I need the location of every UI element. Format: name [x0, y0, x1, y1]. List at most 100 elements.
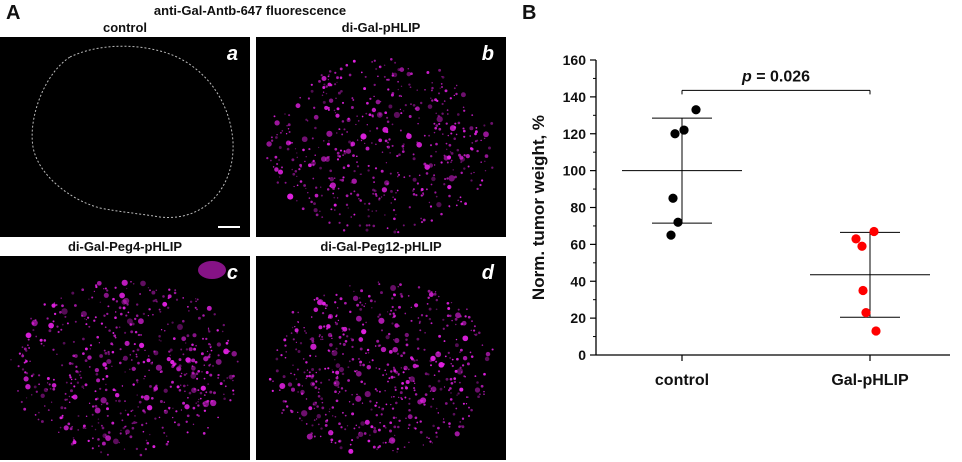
fluorescence-spot — [25, 384, 31, 390]
fluorescence-spot — [446, 113, 449, 115]
fluorescence-spot — [311, 374, 315, 378]
fluorescence-spot — [400, 112, 403, 115]
fluorescence-spot — [471, 114, 474, 116]
fluorescence-spot — [80, 376, 83, 379]
fluorescence-spot — [301, 419, 303, 422]
fluorescence-spot — [205, 391, 208, 394]
fluorescence-spot — [132, 283, 135, 285]
fluorescence-spot — [463, 154, 466, 157]
fluorescence-spot — [374, 167, 378, 170]
fluorescence-spot — [227, 339, 230, 342]
fluorescence-spot — [393, 111, 400, 118]
fluorescence-spot — [462, 355, 468, 361]
fluorescence-spot — [324, 367, 327, 370]
fluorescence-spot — [172, 337, 176, 340]
fluorescence-spot — [70, 382, 73, 385]
fluorescence-spot — [389, 429, 392, 433]
fluorescence-spot — [378, 112, 382, 116]
fluorescence-spot — [43, 345, 45, 347]
fluorescence-spot — [390, 58, 393, 61]
fluorescence-spot — [286, 147, 290, 151]
fluorescence-spot — [223, 393, 225, 395]
fluorescence-spot — [287, 382, 293, 387]
fluorescence-spot — [52, 378, 55, 381]
fluorescence-spot — [197, 369, 201, 373]
fluorescence-spot — [107, 305, 110, 308]
fluorescence-spot — [347, 207, 349, 209]
fluorescence-spot — [339, 179, 342, 181]
fluorescence-spot — [455, 133, 458, 136]
fluorescence-spot — [279, 131, 282, 134]
fluorescence-spot — [375, 67, 378, 71]
fluorescence-spot — [384, 180, 390, 186]
fluorescence-spot — [305, 398, 308, 400]
fluorescence-spot — [454, 175, 457, 179]
fluorescence-spot — [100, 424, 103, 427]
fluorescence-spot — [435, 351, 442, 358]
fluorescence-spot — [195, 298, 197, 300]
fluorescence-spot — [73, 385, 76, 388]
fluorescence-spot — [400, 295, 404, 298]
fluorescence-spot — [412, 193, 416, 196]
fluorescence-spot — [463, 375, 466, 378]
fluorescence-spot — [312, 177, 315, 180]
fluorescence-spot — [402, 110, 405, 112]
p-value-annotation: p = 0.026 — [741, 68, 810, 85]
fluorescence-spot — [47, 409, 50, 412]
fluorescence-spot — [71, 425, 74, 428]
fluorescence-spot — [74, 304, 77, 307]
fluorescence-spot — [225, 341, 229, 345]
fluorescence-spot — [147, 287, 150, 289]
fluorescence-spot — [427, 296, 430, 300]
fluorescence-spot — [431, 442, 434, 444]
fluorescence-spot — [70, 389, 73, 393]
x-tick-label: control — [655, 372, 709, 389]
data-point — [670, 129, 680, 139]
fluorescence-spot — [122, 426, 125, 430]
fluorescence-spot — [375, 210, 378, 212]
fluorescence-spot — [129, 435, 133, 439]
fluorescence-spot — [433, 292, 437, 296]
fluorescence-spot — [191, 358, 196, 363]
fluorescence-spot — [449, 97, 452, 100]
fluorescence-spot — [213, 391, 216, 395]
fluorescence-spot — [400, 95, 402, 97]
fluorescence-spot — [398, 396, 400, 399]
fluorescence-spot — [428, 384, 432, 388]
fluorescence-spot — [167, 440, 170, 443]
fluorescence-spot — [408, 441, 410, 444]
fluorescence-spot — [398, 419, 401, 423]
fluorescence-spot — [465, 153, 470, 159]
fluorescence-spot — [402, 371, 405, 374]
fluorescence-spot — [281, 412, 284, 414]
fluorescence-image-di-gal-peg4-phlip: c — [0, 256, 250, 460]
fluorescence-spot — [184, 390, 186, 393]
fluorescence-spot — [79, 374, 81, 376]
fluorescence-spot — [295, 199, 298, 202]
fluorescence-spot — [127, 311, 130, 314]
fluorescence-spot — [118, 399, 121, 403]
fluorescence-spot — [402, 351, 406, 355]
fluorescence-spot — [447, 184, 452, 190]
fluorescence-spot — [208, 353, 211, 356]
fluorescence-spot — [419, 420, 422, 423]
fluorescence-spot — [341, 178, 345, 182]
fluorescence-spot — [405, 417, 407, 420]
fluorescence-spot — [168, 350, 171, 353]
fluorescence-spot — [146, 358, 151, 363]
fluorescence-spot — [297, 311, 300, 314]
fluorescence-spot — [445, 142, 448, 145]
fluorescence-spot — [313, 435, 316, 438]
fluorescence-spot — [429, 440, 432, 443]
fluorescence-spot — [385, 373, 388, 375]
fluorescence-spot — [87, 439, 90, 443]
fluorescence-spot — [351, 394, 353, 396]
fluorescence-spot — [358, 197, 360, 200]
fluorescence-spot — [137, 361, 140, 365]
fluorescence-spot — [423, 403, 426, 406]
fluorescence-spot — [329, 408, 331, 410]
fluorescence-spot — [51, 303, 56, 308]
fluorescence-spot — [70, 442, 74, 446]
fluorescence-spot — [167, 294, 172, 299]
fluorescence-spot — [313, 419, 316, 421]
